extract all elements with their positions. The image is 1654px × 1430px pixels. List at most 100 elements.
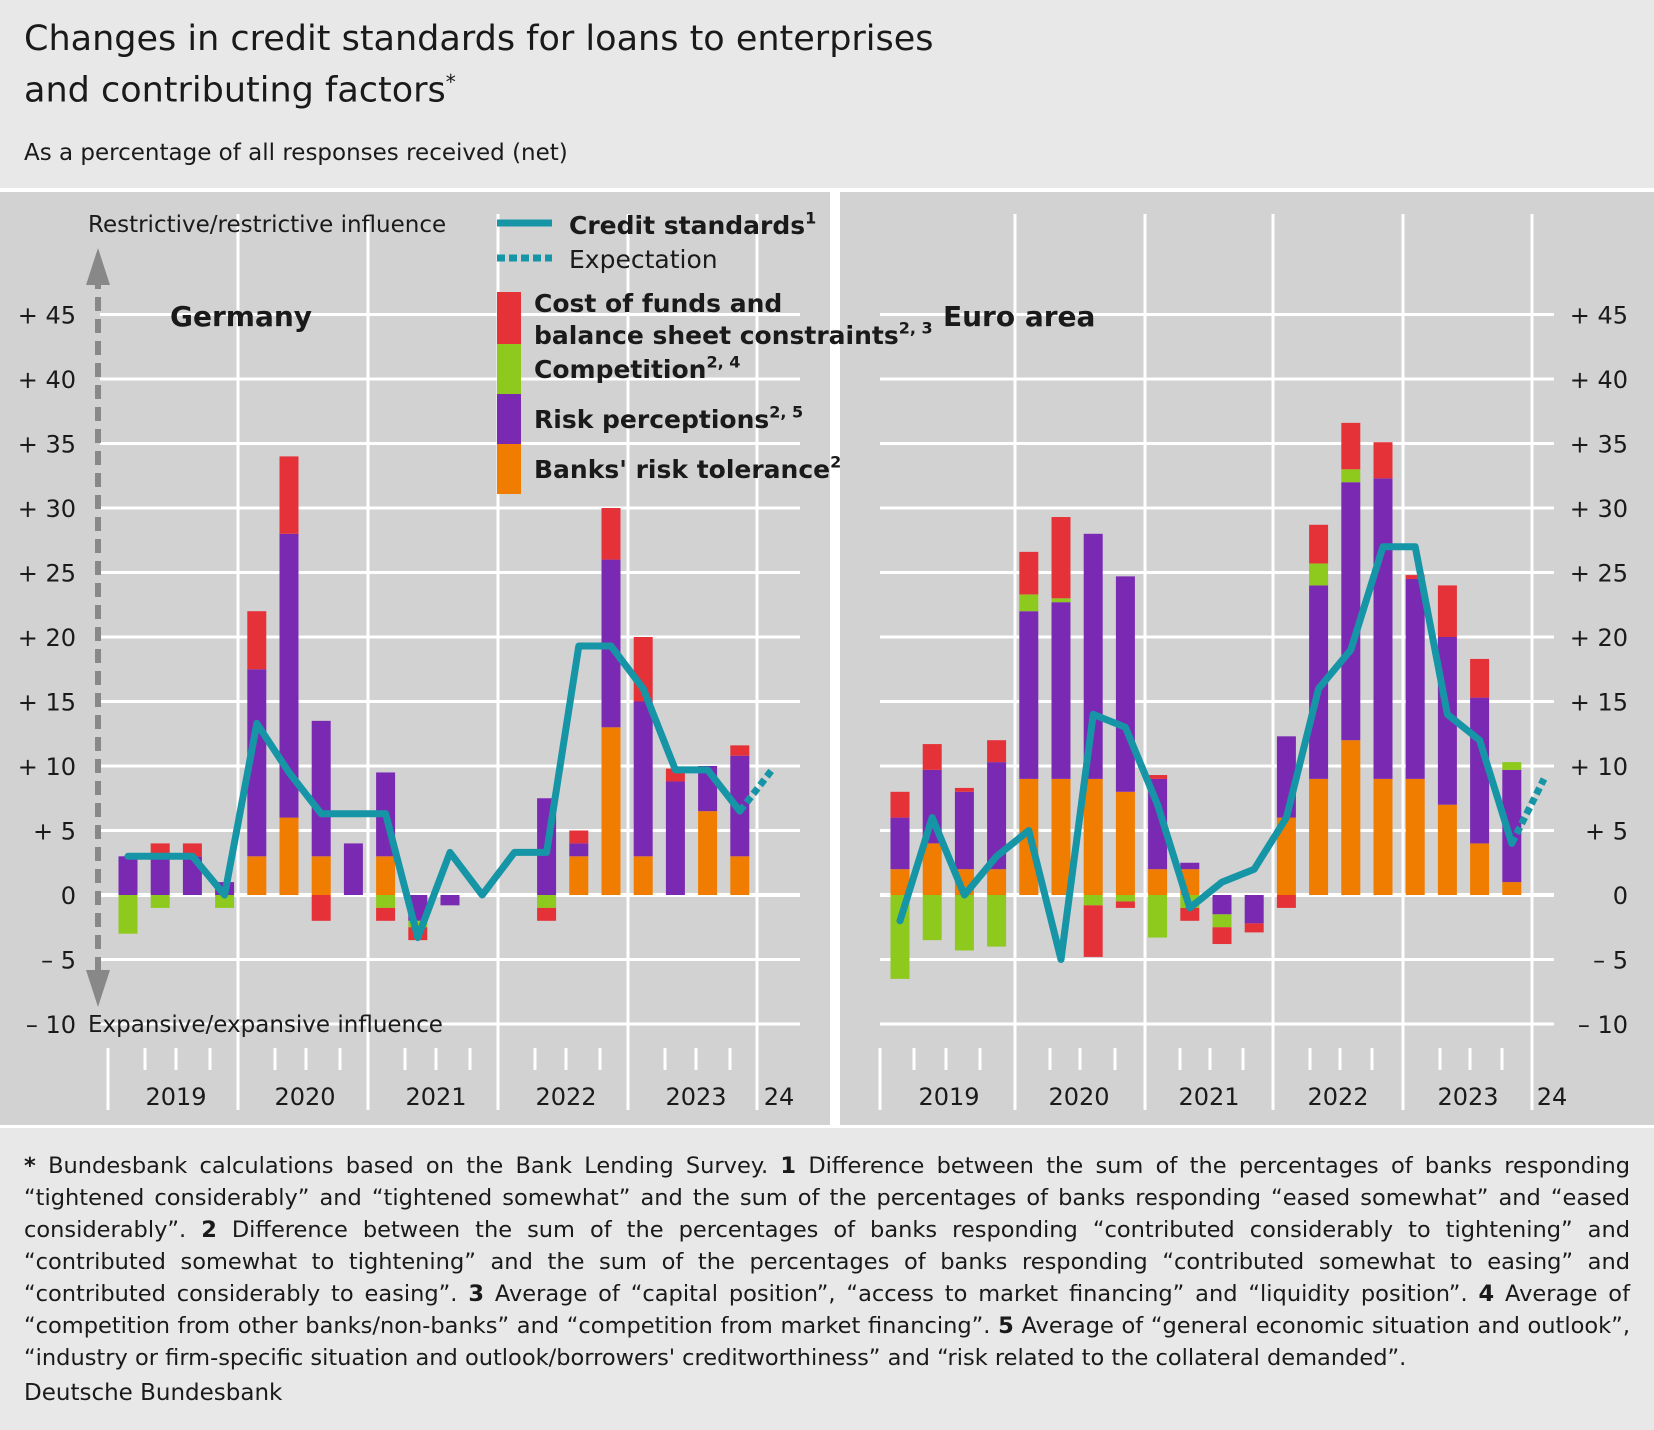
bar-risk_tolerance-0-16 xyxy=(633,856,653,895)
bar-risk_tolerance-0-14 xyxy=(569,856,589,895)
top-rule xyxy=(0,188,1654,192)
expectation-line-1 xyxy=(1508,777,1548,845)
bar-risk_perceptions-0-0 xyxy=(118,856,138,895)
x-year-label-0-3: 2022 xyxy=(535,1083,596,1111)
y-tick-label-1-5: + 20 xyxy=(1570,624,1628,652)
y-tick-label-0-2: + 35 xyxy=(18,431,76,459)
bar-competition-1-19 xyxy=(1502,762,1522,770)
x-year-label-0-0: 2019 xyxy=(145,1083,206,1111)
x-year-label-1-3: 2022 xyxy=(1307,1083,1368,1111)
bar-competition-1-5 xyxy=(1051,598,1071,603)
bar-risk_perceptions-1-10 xyxy=(1212,895,1232,915)
panel-title-1: Euro area xyxy=(943,300,1095,333)
y-tick-label-1-7: + 10 xyxy=(1570,753,1628,781)
chart-subtitle: As a percentage of all responses receive… xyxy=(24,140,568,166)
bar-risk_perceptions-1-0 xyxy=(890,817,910,870)
title-line2: and contributing factors xyxy=(24,70,446,111)
bar-cost_of_funds-1-10 xyxy=(1212,927,1232,945)
bar-risk_perceptions-1-2 xyxy=(954,791,974,870)
y-tick-label-1-6: + 15 xyxy=(1570,689,1628,717)
bar-cost_of_funds-1-9 xyxy=(1180,907,1200,921)
bar-risk_perceptions-1-3 xyxy=(987,762,1007,870)
y-tick-label-0-5: + 20 xyxy=(18,624,76,652)
legend-cost-funds-line2: balance sheet constraints2, 3 xyxy=(534,319,933,351)
bar-risk_perceptions-0-6 xyxy=(311,720,331,857)
y-tick-label-1-3: + 30 xyxy=(1570,495,1628,523)
bar-risk_perceptions-1-7 xyxy=(1115,576,1135,792)
fn-2: Difference between the sum of the percen… xyxy=(24,1217,1630,1307)
axis-note-top: Restrictive/restrictive influence xyxy=(88,212,446,238)
bar-cost_of_funds-0-19 xyxy=(730,745,750,756)
bar-cost_of_funds-1-1 xyxy=(922,744,942,770)
fn-2-mark: 2 xyxy=(201,1217,217,1243)
y-tick-label-0-9: 0 xyxy=(61,882,76,910)
bar-risk_perceptions-0-5 xyxy=(279,533,299,818)
bar-risk_tolerance-1-7 xyxy=(1115,791,1135,895)
bar-cost_of_funds-1-14 xyxy=(1341,422,1361,470)
expectation-line-0 xyxy=(737,767,775,814)
chart-title: Changes in credit standards for loans to… xyxy=(24,18,1124,113)
bar-risk_perceptions-1-5 xyxy=(1051,602,1071,779)
legend-risk-perceptions: Risk perceptions2, 5 xyxy=(534,403,803,435)
bar-risk_perceptions-1-13 xyxy=(1309,585,1329,779)
y-tick-label-1-10: – 5 xyxy=(1593,947,1628,975)
bar-competition-1-2 xyxy=(954,895,974,951)
bar-risk_perceptions-0-1 xyxy=(150,856,170,895)
bar-competition-1-13 xyxy=(1309,563,1329,586)
bar-competition-1-10 xyxy=(1212,914,1232,928)
bar-risk_tolerance-0-5 xyxy=(279,817,299,895)
x-year-label-1-5: 24 xyxy=(1537,1083,1568,1111)
bar-cost_of_funds-1-2 xyxy=(954,787,974,792)
legend-credit-standards: Credit standards1 xyxy=(569,209,816,241)
bar-cost_of_funds-0-4 xyxy=(247,611,267,670)
panel-title-0: Germany xyxy=(170,300,312,333)
bar-risk_perceptions-1-15 xyxy=(1373,478,1393,779)
bar-risk_perceptions-0-4 xyxy=(247,669,267,857)
bar-risk_tolerance-1-5 xyxy=(1051,778,1071,895)
x-year-label-1-1: 2020 xyxy=(1048,1083,1109,1111)
bar-risk_tolerance-0-19 xyxy=(730,856,750,895)
bar-cost_of_funds-1-16 xyxy=(1405,575,1425,579)
bar-risk_perceptions-1-9 xyxy=(1180,862,1200,870)
bar-competition-1-7 xyxy=(1115,895,1135,902)
bar-risk_tolerance-1-15 xyxy=(1373,778,1393,895)
bar-risk_perceptions-0-7 xyxy=(343,843,363,895)
x-year-label-1-2: 2021 xyxy=(1178,1083,1239,1111)
fn-3-mark: 3 xyxy=(468,1281,484,1307)
legend-swatch-cost_of_funds xyxy=(497,292,521,344)
bar-competition-0-3 xyxy=(215,895,235,908)
bar-cost_of_funds-1-11 xyxy=(1244,923,1264,933)
bar-cost_of_funds-0-15 xyxy=(601,508,621,560)
y-tick-label-0-11: – 10 xyxy=(26,1011,76,1039)
y-tick-label-0-6: + 15 xyxy=(18,689,76,717)
bar-risk_tolerance-1-17 xyxy=(1437,804,1457,895)
legend-swatch-risk_tolerance xyxy=(497,444,521,494)
bar-competition-1-8 xyxy=(1148,895,1168,938)
bar-cost_of_funds-1-12 xyxy=(1276,895,1296,908)
chart-area: + 45 + 40 + 35 + 30 + 25 + 20 + 15 + 10 + 5 0 – 5 –… xyxy=(0,188,1654,1128)
y-tick-label-0-0: + 45 xyxy=(18,302,76,330)
fn-1: Difference between the sum of the percen… xyxy=(24,1153,1630,1243)
bar-risk_tolerance-1-12 xyxy=(1276,817,1296,895)
y-tick-label-0-10: – 5 xyxy=(41,947,76,975)
bar-competition-1-6 xyxy=(1083,895,1103,906)
y-tick-label-1-8: + 5 xyxy=(1585,818,1628,846)
bar-risk_perceptions-0-16 xyxy=(633,701,653,857)
bar-cost_of_funds-1-13 xyxy=(1309,524,1329,564)
y-tick-label-1-9: 0 xyxy=(1613,882,1628,910)
bar-risk_tolerance-1-1 xyxy=(922,843,942,895)
bar-risk_tolerance-1-6 xyxy=(1083,778,1103,895)
credit-standards-line-0 xyxy=(124,642,744,942)
bar-risk_perceptions-0-14 xyxy=(569,843,589,857)
bar-risk_tolerance-1-8 xyxy=(1148,869,1168,895)
legend-expectation: Expectation xyxy=(569,245,718,274)
y-tick-label-1-1: + 40 xyxy=(1570,366,1628,394)
x-year-label-0-1: 2020 xyxy=(274,1083,335,1111)
legend-cost-funds-line1: Cost of funds and xyxy=(534,289,782,318)
bar-risk_tolerance-1-0 xyxy=(890,869,910,895)
bar-risk_perceptions-0-17 xyxy=(665,781,685,895)
bottom-rule xyxy=(0,1125,1654,1128)
bar-cost_of_funds-1-18 xyxy=(1470,658,1490,698)
arrow-up-icon xyxy=(86,248,110,285)
bar-risk_tolerance-0-4 xyxy=(247,856,267,895)
